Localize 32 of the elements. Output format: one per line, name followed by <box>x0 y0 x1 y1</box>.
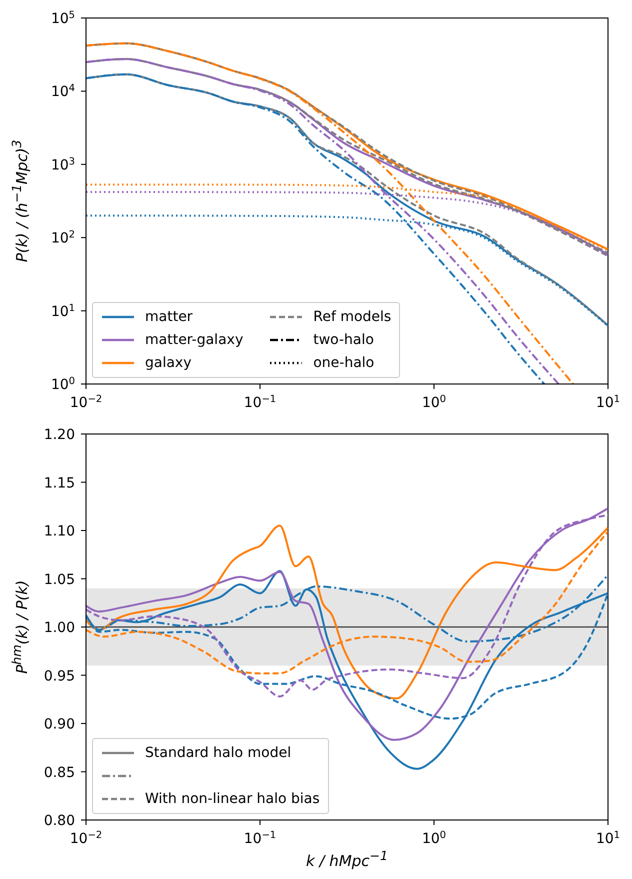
legend-label: matter-galaxy <box>145 332 244 348</box>
y-tick-label: 10$^{3}$ <box>50 156 75 174</box>
y-tick-label: 0.95 <box>44 668 75 684</box>
y-tick-label: 1.15 <box>44 475 75 492</box>
x-tick-label: 10$^{0}$ <box>422 394 446 411</box>
y-tick-label: 1.00 <box>44 620 75 636</box>
x-tick-label: 10$^{−2}$ <box>70 394 102 411</box>
y-tick-label: 10$^{2}$ <box>50 229 75 247</box>
legend-label: galaxy <box>145 355 192 371</box>
y-tick-label: 10$^{1}$ <box>50 302 75 320</box>
y-tick-label: 0.90 <box>44 716 75 732</box>
legend-label: matter <box>145 309 193 325</box>
y-tick-label: 10$^{4}$ <box>50 82 75 100</box>
x-tick-label: 10$^{1}$ <box>596 394 620 411</box>
x-tick-label: 10$^{−1}$ <box>244 830 276 847</box>
legend-label: Standard halo model <box>145 745 292 761</box>
y-tick-label: 0.85 <box>44 764 75 781</box>
x-tick-label: 10$^{1}$ <box>596 830 620 847</box>
y-tick-label: 1.05 <box>44 572 75 588</box>
y-tick-label: 1.10 <box>44 524 75 540</box>
legend-label: Ref models <box>313 309 392 325</box>
x-tick-label: 10$^{−2}$ <box>70 830 102 847</box>
y-tick-label: 1.20 <box>44 427 75 443</box>
legend-label: two-halo <box>313 332 374 348</box>
x-tick-label: 10$^{−1}$ <box>244 394 276 411</box>
y-tick-label: 10$^{0}$ <box>50 376 75 393</box>
y-tick-label: 0.80 <box>44 813 75 829</box>
legend-label: With non-linear halo bias <box>145 791 320 807</box>
x-tick-label: 10$^{0}$ <box>422 830 446 847</box>
y-tick-label: 10$^{5}$ <box>50 10 75 27</box>
legend-label: one-halo <box>313 355 374 371</box>
x-axis-title: k / hMpc$^{−1}$ <box>305 848 389 870</box>
